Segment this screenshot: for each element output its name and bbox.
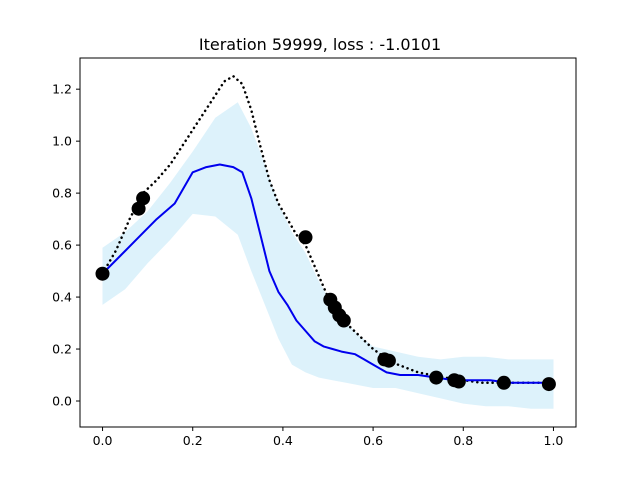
data-point [336, 313, 351, 328]
x-tick-label: 0.0 [93, 433, 113, 448]
data-point [541, 377, 556, 392]
y-tick-label: 0.4 [52, 290, 72, 305]
data-point [429, 370, 444, 385]
x-tick-label: 0.2 [183, 433, 203, 448]
series-line-solid [101, 163, 554, 384]
y-tick-label: 1.0 [52, 134, 72, 149]
x-tick-label: 0.8 [453, 433, 473, 448]
y-tick-label: 0.0 [52, 394, 72, 409]
axes-frame [79, 57, 577, 428]
x-tick-label: 0.4 [273, 433, 293, 448]
series-line-dotted [101, 74, 555, 385]
data-point [298, 230, 313, 245]
plot-area: 0.0 0.2 0.4 0.6 0.8 1.0 0.0 0.2 0.4 0.6 0.8 1.0 1.2 [52, 57, 577, 448]
data-point [451, 374, 466, 389]
y-tick-label: 1.2 [52, 82, 72, 97]
x-tick-label: 0.6 [363, 433, 383, 448]
data-point [95, 266, 110, 281]
y-tick-label: 0.8 [52, 186, 72, 201]
data-point [381, 353, 396, 368]
y-tick-label: 0.6 [52, 238, 72, 253]
data-point [136, 191, 151, 206]
uncertainty-band [102, 102, 554, 409]
chart-title: Iteration 59999, loss : -1.0101 [199, 35, 441, 54]
data-point [496, 375, 511, 390]
x-tick-label: 1.0 [544, 433, 564, 448]
y-tick-label: 0.2 [52, 342, 72, 357]
